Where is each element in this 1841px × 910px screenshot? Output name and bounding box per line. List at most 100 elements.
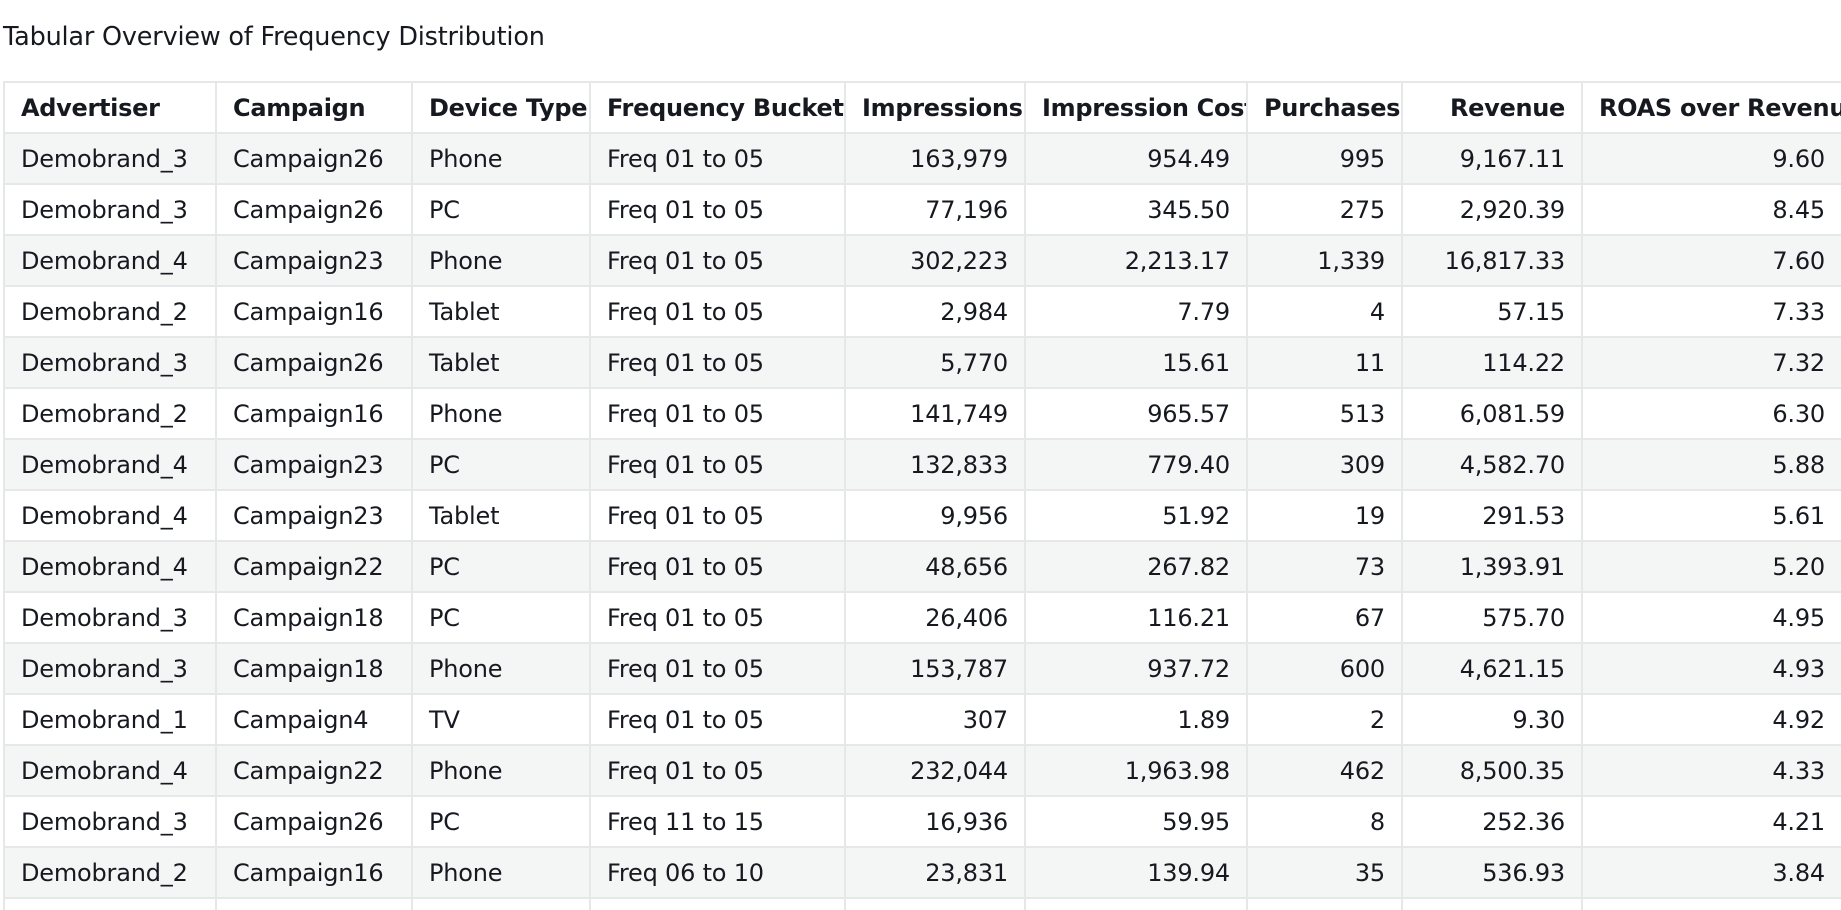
column-header-purchases[interactable]: Purchases	[1246, 81, 1403, 134]
column-header-impression-cost[interactable]: Impression Cost	[1024, 81, 1248, 134]
cell-device-type: PC	[411, 795, 591, 848]
column-header-impressions[interactable]: Impressions	[844, 81, 1026, 134]
table-row[interactable]: Demobrand_4 Campaign23 Tablet Freq 01 to 05…	[3, 489, 1841, 542]
cell-frequency-buckets: Freq 01 to 05	[589, 336, 846, 389]
cell-impressions: 26,406	[844, 591, 1026, 644]
column-header-campaign[interactable]: Campaign	[215, 81, 413, 134]
table-row[interactable]: Demobrand_3 Campaign26 PC Freq 11 to 15 16,9…	[3, 795, 1841, 848]
cell-purchases: 35	[1246, 846, 1403, 899]
cell-impression-cost: 116.21	[1024, 591, 1248, 644]
cell-purchases: 19	[1246, 489, 1403, 542]
table-row[interactable]: Demobrand_2 Campaign16 Tablet Freq 01 to 05…	[3, 285, 1841, 338]
table-row[interactable]: Demobrand_1 Campaign4 TV Freq 01 to 05 307 1.…	[3, 693, 1841, 746]
cell-frequency-buckets: Freq 01 to 05	[589, 540, 846, 593]
cell-campaign: Campaign26	[215, 183, 413, 236]
table-row[interactable]: Demobrand_4 Campaign23 PC Freq 01 to 05 132,…	[3, 438, 1841, 491]
table-row[interactable]: Demobrand_3 Campaign18 Phone Freq 01 to 05 1…	[3, 642, 1841, 695]
table-row[interactable]: Demobrand_4 Campaign22 PC Freq 01 to 05 48,6…	[3, 540, 1841, 593]
cell-campaign: Campaign22	[215, 540, 413, 593]
table-viewport[interactable]: Advertiser Campaign Device Type Frequency B…	[3, 81, 1841, 910]
cell-advertiser: Demobrand_2	[3, 846, 217, 899]
table-row[interactable]: Demobrand_3 Campaign26 Tablet Freq 01 to 05…	[3, 336, 1841, 389]
cell-advertiser: Demobrand_3	[3, 336, 217, 389]
cell-frequency-buckets: Freq 01 to 05	[589, 285, 846, 338]
column-header-roas-over-revenue[interactable]: ROAS over Revenue	[1581, 81, 1841, 134]
cell-device-type: Phone	[411, 387, 591, 440]
cell-impression-cost: 7.79	[1024, 285, 1248, 338]
cell-impressions: 9,956	[844, 489, 1026, 542]
cell-device-type: PC	[411, 183, 591, 236]
cell-partial	[3, 897, 217, 910]
column-header-device-type[interactable]: Device Type	[411, 81, 591, 134]
header-row: Advertiser Campaign Device Type Frequency B…	[3, 81, 1841, 134]
cell-roas-over-revenue: 9.60	[1581, 132, 1841, 185]
table-row[interactable]: Demobrand_2 Campaign16 Phone Freq 06 to 10 2…	[3, 846, 1841, 899]
frequency-distribution-table: Advertiser Campaign Device Type Frequency B…	[3, 81, 1841, 910]
cell-partial	[215, 897, 413, 910]
cell-revenue: 8,500.35	[1401, 744, 1583, 797]
table-row[interactable]: Demobrand_3 Campaign18 PC Freq 01 to 05 26,4…	[3, 591, 1841, 644]
cell-impression-cost: 15.61	[1024, 336, 1248, 389]
cell-roas-over-revenue: 5.88	[1581, 438, 1841, 491]
cell-frequency-buckets: Freq 01 to 05	[589, 132, 846, 185]
cell-campaign: Campaign23	[215, 489, 413, 542]
table-row[interactable]: Demobrand_3 Campaign26 PC Freq 01 to 05 77,1…	[3, 183, 1841, 236]
cell-purchases: 600	[1246, 642, 1403, 695]
cell-device-type: Phone	[411, 132, 591, 185]
cell-revenue: 9,167.11	[1401, 132, 1583, 185]
column-header-frequency-buckets[interactable]: Frequency Buckets	[589, 81, 846, 134]
cell-revenue: 536.93	[1401, 846, 1583, 899]
column-header-advertiser[interactable]: Advertiser	[3, 81, 217, 134]
cell-purchases: 513	[1246, 387, 1403, 440]
cell-impressions: 153,787	[844, 642, 1026, 695]
cell-advertiser: Demobrand_2	[3, 285, 217, 338]
cell-campaign: Campaign16	[215, 387, 413, 440]
cell-impressions: 2,984	[844, 285, 1026, 338]
cell-device-type: PC	[411, 591, 591, 644]
cell-frequency-buckets: Freq 01 to 05	[589, 489, 846, 542]
table-body: Demobrand_3 Campaign26 Phone Freq 01 to 05 1…	[3, 132, 1841, 910]
cell-purchases: 275	[1246, 183, 1403, 236]
cell-roas-over-revenue: 4.93	[1581, 642, 1841, 695]
cell-purchases: 4	[1246, 285, 1403, 338]
cell-advertiser: Demobrand_4	[3, 234, 217, 287]
table-row[interactable]: Demobrand_3 Campaign26 Phone Freq 01 to 05 1…	[3, 132, 1841, 185]
cell-campaign: Campaign26	[215, 132, 413, 185]
cell-impressions: 141,749	[844, 387, 1026, 440]
cell-revenue: 4,582.70	[1401, 438, 1583, 491]
cell-device-type: Tablet	[411, 336, 591, 389]
cell-advertiser: Demobrand_1	[3, 693, 217, 746]
table-row[interactable]: Demobrand_2 Campaign16 Phone Freq 01 to 05 1…	[3, 387, 1841, 440]
cell-advertiser: Demobrand_3	[3, 642, 217, 695]
cell-revenue: 114.22	[1401, 336, 1583, 389]
cell-impression-cost: 1,963.98	[1024, 744, 1248, 797]
cell-impressions: 23,831	[844, 846, 1026, 899]
table-row[interactable]: Demobrand_4 Campaign23 Phone Freq 01 to 05 3…	[3, 234, 1841, 287]
table-row-partial	[3, 897, 1841, 910]
cell-frequency-buckets: Freq 11 to 15	[589, 795, 846, 848]
cell-device-type: Phone	[411, 642, 591, 695]
cell-revenue: 9.30	[1401, 693, 1583, 746]
cell-roas-over-revenue: 7.60	[1581, 234, 1841, 287]
table-row[interactable]: Demobrand_4 Campaign22 Phone Freq 01 to 05 2…	[3, 744, 1841, 797]
cell-impression-cost: 779.40	[1024, 438, 1248, 491]
cell-roas-over-revenue: 8.45	[1581, 183, 1841, 236]
cell-purchases: 462	[1246, 744, 1403, 797]
cell-impression-cost: 267.82	[1024, 540, 1248, 593]
cell-impressions: 5,770	[844, 336, 1026, 389]
cell-device-type: TV	[411, 693, 591, 746]
cell-partial	[1024, 897, 1248, 910]
cell-impressions: 302,223	[844, 234, 1026, 287]
cell-roas-over-revenue: 7.32	[1581, 336, 1841, 389]
cell-campaign: Campaign26	[215, 336, 413, 389]
cell-revenue: 6,081.59	[1401, 387, 1583, 440]
cell-purchases: 995	[1246, 132, 1403, 185]
cell-partial	[1581, 897, 1841, 910]
column-header-revenue[interactable]: Revenue	[1401, 81, 1583, 134]
cell-impression-cost: 2,213.17	[1024, 234, 1248, 287]
cell-advertiser: Demobrand_3	[3, 132, 217, 185]
cell-device-type: Phone	[411, 234, 591, 287]
cell-partial	[844, 897, 1026, 910]
cell-frequency-buckets: Freq 01 to 05	[589, 591, 846, 644]
cell-device-type: Phone	[411, 744, 591, 797]
